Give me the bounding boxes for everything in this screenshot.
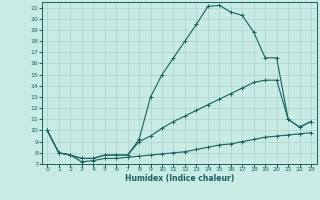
X-axis label: Humidex (Indice chaleur): Humidex (Indice chaleur)	[124, 174, 234, 183]
